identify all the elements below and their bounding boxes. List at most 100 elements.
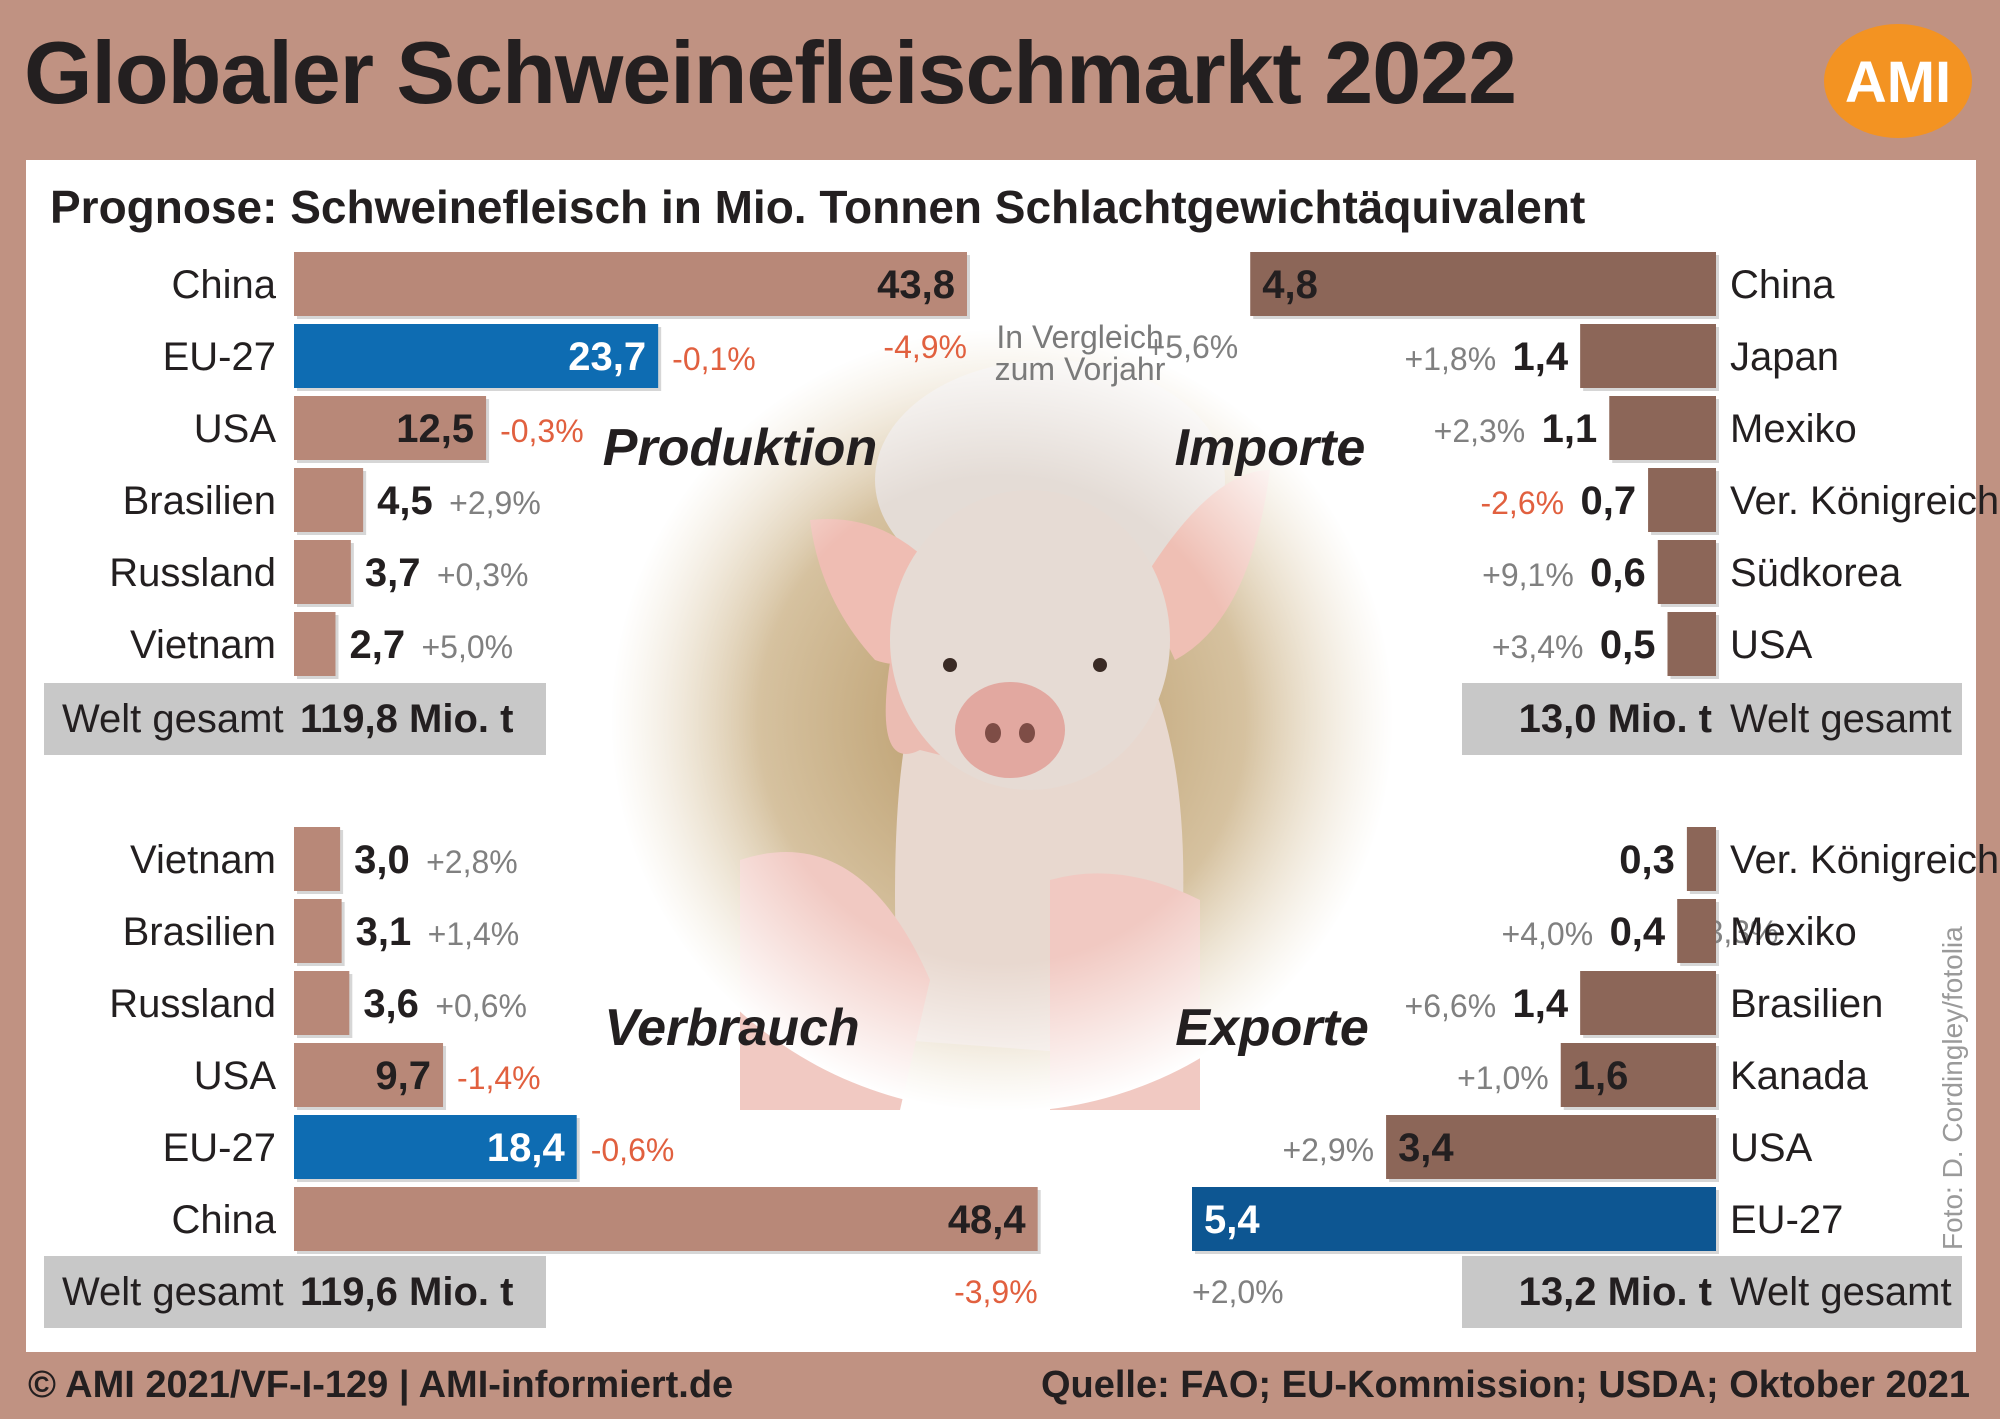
footer-source: Quelle: FAO; EU-Kommission; USDA; Oktobe… bbox=[1040, 1364, 1970, 1406]
value-label: 12,5 bbox=[396, 407, 474, 451]
value-label: 3,7 bbox=[365, 551, 421, 595]
bar-importe-japan bbox=[1580, 324, 1716, 388]
value-label: 23,7 bbox=[568, 335, 646, 379]
change-label: +2,0% bbox=[1192, 1274, 1284, 1310]
bar-exporte-kanada bbox=[1560, 1043, 1716, 1107]
change-label: -0,6% bbox=[591, 1132, 675, 1168]
change-label: +4,0% bbox=[1502, 916, 1594, 952]
total-box bbox=[1462, 683, 1962, 755]
category-label-usa: USA bbox=[194, 407, 277, 451]
subtitle: Prognose: Schweinefleisch in Mio. Tonnen… bbox=[50, 181, 1586, 233]
value-label: 1,6 bbox=[1573, 1054, 1629, 1098]
total-label: Welt gesamt bbox=[1730, 1270, 1952, 1314]
bar-produktion-usa bbox=[294, 396, 487, 460]
bar-exporte-ver-königreich bbox=[1686, 827, 1716, 891]
value-label: 4,5 bbox=[377, 479, 433, 523]
value-label: 0,5 bbox=[1600, 623, 1656, 667]
bar-produktion-eu-27 bbox=[294, 324, 659, 388]
photo-credit: Foto: D. Cordingley/fotolia bbox=[1937, 926, 1968, 1250]
value-label: 48,4 bbox=[948, 1198, 1027, 1242]
logo-text: AMI bbox=[1845, 50, 1951, 115]
value-label: 43,8 bbox=[877, 263, 955, 307]
quadrant-title-produktion: Produktion bbox=[603, 419, 877, 477]
value-label: 1,1 bbox=[1542, 407, 1598, 451]
comparison-note-line1: In Vergleich bbox=[996, 319, 1163, 355]
category-label-usa: USA bbox=[194, 1054, 277, 1098]
change-label: +3,4% bbox=[1492, 629, 1584, 665]
bar-produktion-china bbox=[294, 252, 967, 316]
category-label-china: China bbox=[171, 1198, 276, 1242]
value-label: 1,4 bbox=[1513, 982, 1569, 1026]
change-label: +1,4% bbox=[428, 916, 520, 952]
bar-exporte-eu-27 bbox=[1192, 1187, 1716, 1251]
change-label: -3,9% bbox=[954, 1274, 1038, 1310]
total-label: Welt gesamt bbox=[62, 697, 284, 741]
category-label-china: China bbox=[171, 263, 276, 307]
change-label: -0,1% bbox=[672, 341, 756, 377]
total-box bbox=[44, 683, 546, 755]
value-label: 0,4 bbox=[1610, 910, 1666, 954]
change-label: -1,4% bbox=[457, 1060, 541, 1096]
value-label: 0,3 bbox=[1619, 838, 1675, 882]
change-label: +5,0% bbox=[421, 629, 513, 665]
total-label: Welt gesamt bbox=[1730, 697, 1952, 741]
category-label-kanada: Kanada bbox=[1730, 1054, 1869, 1098]
category-label-eu-27: EU-27 bbox=[163, 335, 276, 379]
bar-exporte-brasilien bbox=[1580, 971, 1716, 1035]
category-label-russland: Russland bbox=[109, 551, 276, 595]
category-label-usa: USA bbox=[1730, 1126, 1813, 1170]
bar-exporte-mexiko bbox=[1677, 899, 1716, 963]
change-label: +2,3% bbox=[1434, 413, 1526, 449]
bar-importe-china bbox=[1250, 252, 1716, 316]
total-box bbox=[1462, 1256, 1962, 1328]
bar-verbrauch-brasilien bbox=[294, 899, 342, 963]
category-label-ver-königreich: Ver. Königreich bbox=[1730, 479, 1999, 523]
category-label-china: China bbox=[1730, 263, 1835, 307]
category-label-vietnam: Vietnam bbox=[130, 838, 276, 882]
value-label: 1,4 bbox=[1513, 335, 1569, 379]
total-value: 119,6 Mio. t bbox=[300, 1270, 513, 1314]
category-label-russland: Russland bbox=[109, 982, 276, 1026]
bar-exporte-usa bbox=[1386, 1115, 1716, 1179]
page-title: Globaler Schweinefleischmarkt 2022 bbox=[24, 23, 1517, 122]
total-label: Welt gesamt bbox=[62, 1270, 284, 1314]
value-label: 0,7 bbox=[1580, 479, 1636, 523]
value-label: 0,6 bbox=[1590, 551, 1646, 595]
bar-importe-mexiko bbox=[1609, 396, 1716, 460]
total-value: 13,2 Mio. t bbox=[1519, 1270, 1712, 1314]
value-label: 4,8 bbox=[1262, 263, 1318, 307]
category-label-usa: USA bbox=[1730, 623, 1813, 667]
change-label: +2,8% bbox=[426, 844, 518, 880]
category-label-brasilien: Brasilien bbox=[123, 910, 276, 954]
category-label-brasilien: Brasilien bbox=[1730, 982, 1883, 1026]
category-label-eu-27: EU-27 bbox=[163, 1126, 276, 1170]
bar-verbrauch-china bbox=[294, 1187, 1038, 1251]
pig-photo bbox=[610, 328, 1394, 1112]
value-label: 3,0 bbox=[354, 838, 410, 882]
value-label: 5,4 bbox=[1204, 1198, 1260, 1242]
category-label-eu-27: EU-27 bbox=[1730, 1198, 1843, 1242]
total-box bbox=[44, 1256, 546, 1328]
bar-produktion-brasilien bbox=[294, 468, 364, 532]
change-label: -4,9% bbox=[883, 329, 967, 365]
quadrant-title-importe: Importe bbox=[1175, 419, 1366, 477]
category-label-mexiko: Mexiko bbox=[1730, 910, 1857, 954]
category-label-japan: Japan bbox=[1730, 335, 1839, 379]
category-label-mexiko: Mexiko bbox=[1730, 407, 1857, 451]
value-label: 18,4 bbox=[487, 1126, 566, 1170]
change-label: -0,3% bbox=[500, 413, 584, 449]
bar-verbrauch-russland bbox=[294, 971, 350, 1035]
bar-importe-ver-königreich bbox=[1648, 468, 1716, 532]
bar-importe-usa bbox=[1667, 612, 1716, 676]
bar-verbrauch-vietnam bbox=[294, 827, 341, 891]
total-value: 13,0 Mio. t bbox=[1519, 697, 1712, 741]
bar-importe-südkorea bbox=[1657, 540, 1716, 604]
bar-verbrauch-eu-27 bbox=[294, 1115, 577, 1179]
change-label: +1,8% bbox=[1405, 341, 1497, 377]
category-label-südkorea: Südkorea bbox=[1730, 551, 1902, 595]
value-label: 9,7 bbox=[375, 1054, 431, 1098]
quadrant-title-exporte: Exporte bbox=[1175, 999, 1369, 1057]
ami-logo: AMI bbox=[1824, 24, 1972, 138]
change-label: +2,9% bbox=[449, 485, 541, 521]
